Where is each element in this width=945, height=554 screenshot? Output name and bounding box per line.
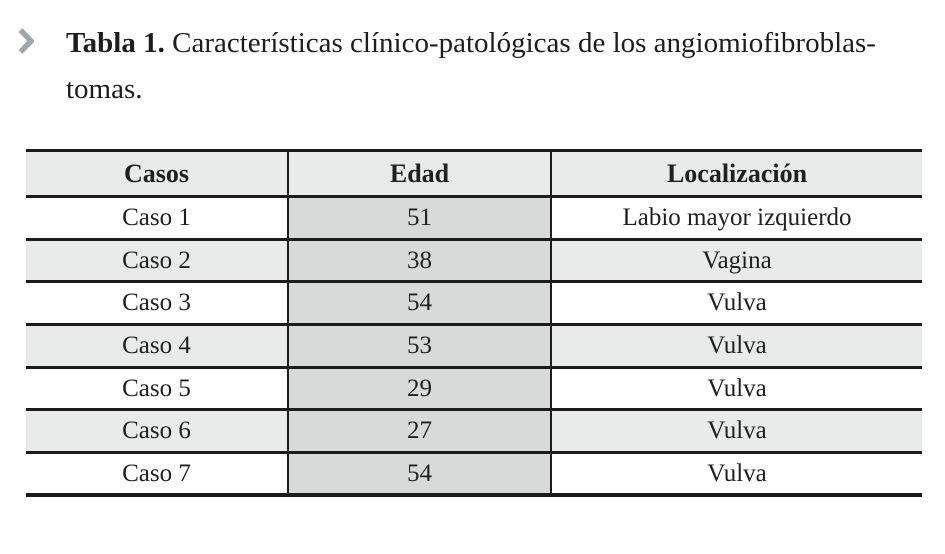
header-row: Casos Edad Localización — [26, 149, 922, 198]
table-row: Caso 7 54 Vulva — [26, 451, 922, 496]
cell-edad: 27 — [287, 408, 552, 453]
cell-caso: Caso 2 — [26, 237, 288, 282]
cell-edad: 38 — [287, 237, 552, 282]
cell-edad: 53 — [287, 323, 552, 368]
cell-caso: Caso 1 — [26, 195, 288, 240]
header-localizacion: Localización — [551, 149, 922, 198]
cell-caso: Caso 5 — [26, 365, 288, 410]
table-row: Caso 5 29 Vulva — [26, 365, 922, 410]
cell-localizacion: Labio mayor izquierdo — [551, 195, 922, 240]
caption-text: Tabla 1. Características clínico-patológ… — [66, 20, 876, 112]
cell-localizacion: Vagina — [551, 237, 922, 282]
header-edad: Edad — [287, 149, 552, 198]
cell-localizacion: Vulva — [551, 365, 922, 410]
table-row: Caso 2 38 Vagina — [26, 237, 922, 282]
cell-edad: 54 — [287, 280, 552, 325]
cell-caso: Caso 6 — [26, 408, 288, 453]
cell-edad: 51 — [287, 195, 552, 240]
cell-localizacion: Vulva — [551, 323, 922, 368]
cell-localizacion: Vulva — [551, 280, 922, 325]
cell-caso: Caso 4 — [26, 323, 288, 368]
caption-label: Tabla 1. — [66, 27, 165, 59]
table-row: Caso 4 53 Vulva — [26, 323, 922, 368]
table-row: Caso 6 27 Vulva — [26, 408, 922, 453]
cell-caso: Caso 7 — [26, 451, 288, 496]
header-casos: Casos — [26, 149, 288, 198]
cell-edad: 29 — [287, 365, 552, 410]
table-row: Caso 3 54 Vulva — [26, 280, 922, 325]
cell-edad: 54 — [287, 451, 552, 496]
caption-line-1: Tabla 1. Características clínico-patológ… — [66, 20, 876, 66]
table-caption: Tabla 1. Características clínico-patológ… — [18, 20, 876, 112]
cases-table: Casos Edad Localización Caso 1 51 Labio … — [26, 149, 922, 498]
cell-caso: Caso 3 — [26, 280, 288, 325]
chevron-right-icon — [18, 28, 35, 54]
cell-localizacion: Vulva — [551, 408, 922, 453]
caption-body: Características clínico-patológicas de l… — [172, 27, 876, 59]
table-row: Caso 1 51 Labio mayor izquierdo — [26, 195, 922, 240]
caption-line-2: tomas. — [66, 73, 143, 105]
cell-localizacion: Vulva — [551, 451, 922, 496]
